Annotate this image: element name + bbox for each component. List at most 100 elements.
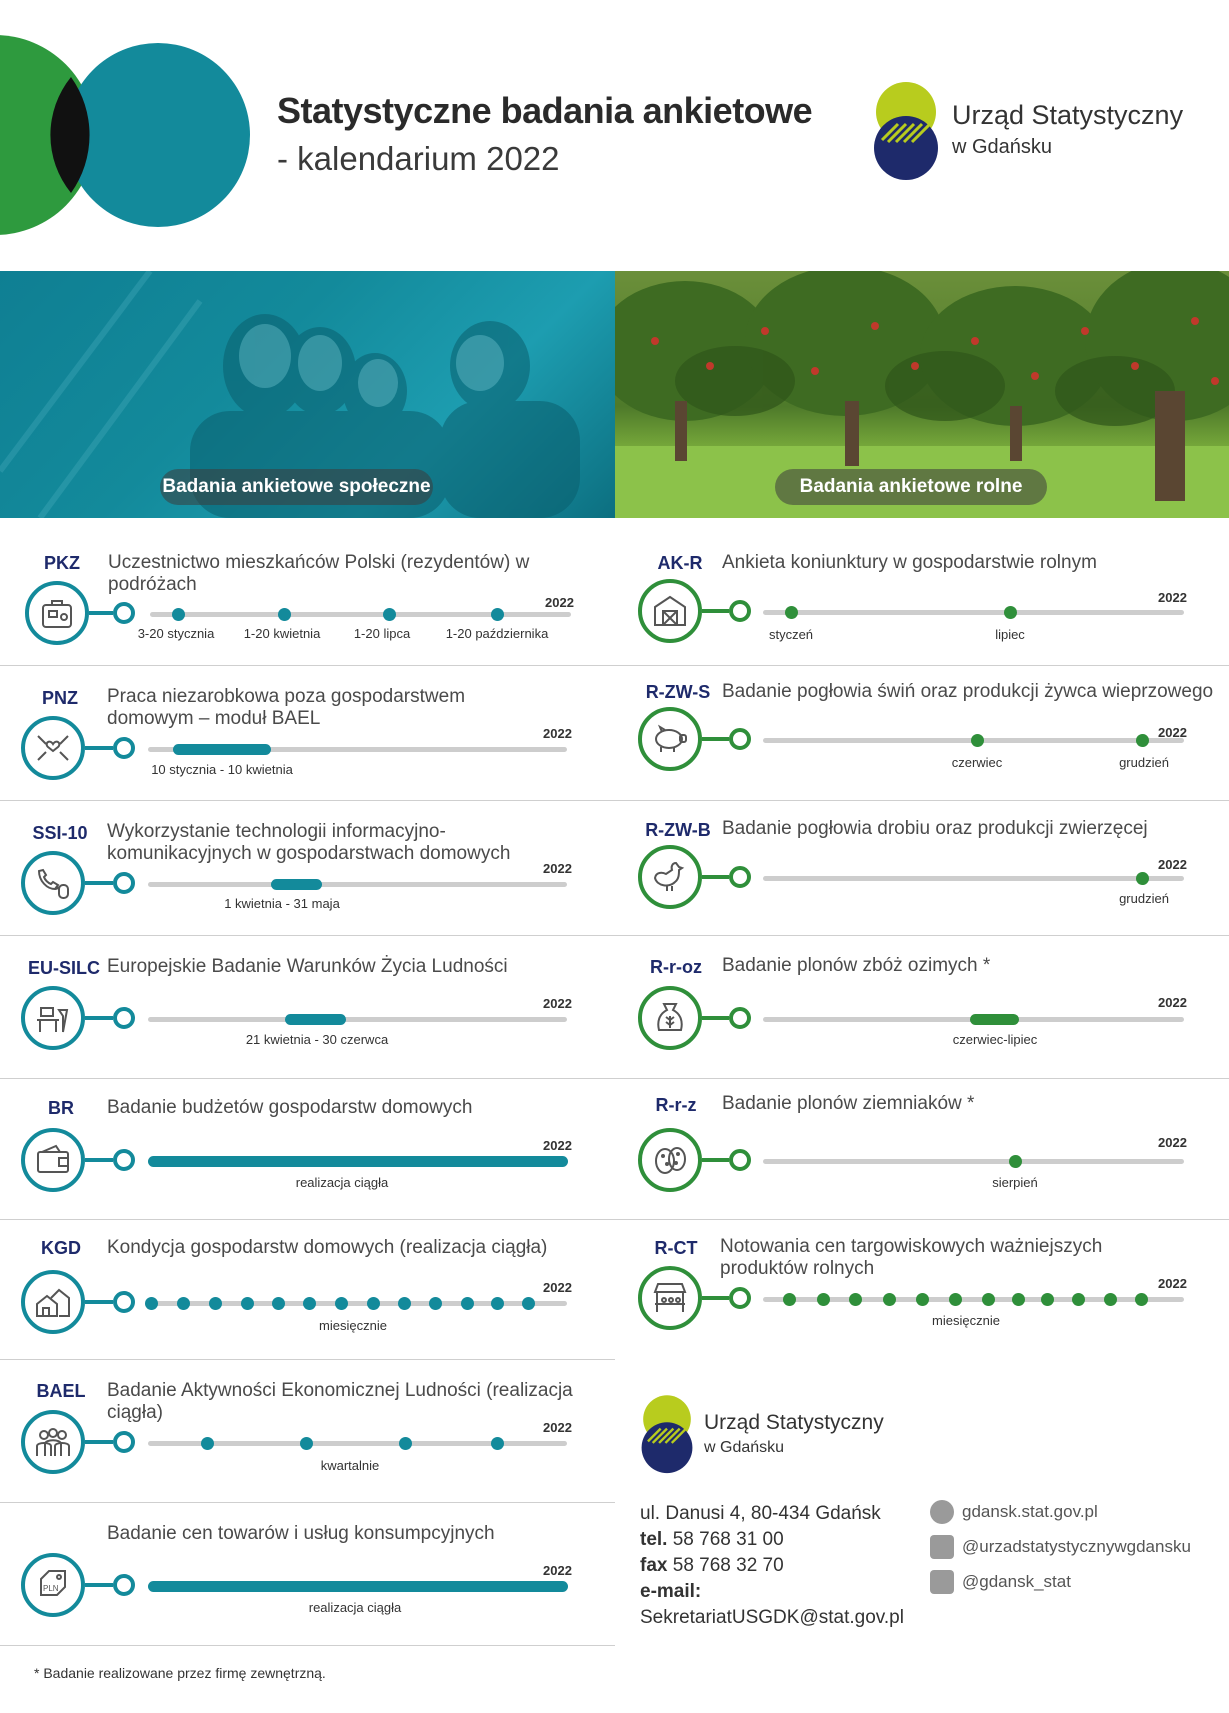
period-label: 1-20 października — [445, 626, 549, 641]
timeline-dot — [383, 608, 396, 621]
hands-heart-icon — [21, 716, 85, 780]
timeline-dot — [177, 1297, 190, 1310]
timeline-dot — [367, 1297, 380, 1310]
period-label: 21 kwietnia - 30 czerwca — [245, 1032, 389, 1047]
period-label: realizacja ciągła — [308, 1600, 402, 1615]
social-photo: Badania ankietowe społeczne — [0, 271, 615, 518]
period-label: czerwiec-lipiec — [952, 1032, 1038, 1047]
row-divider — [0, 665, 615, 666]
row-divider — [615, 1219, 1229, 1220]
office-logo-icon — [874, 82, 938, 180]
houses-icon — [21, 1270, 85, 1334]
row-divider — [0, 935, 615, 936]
period-label: 1 kwietnia - 31 maja — [224, 896, 340, 911]
timeline-node — [113, 737, 135, 759]
footnote: * Badanie realizowane przez firmę zewnęt… — [34, 1665, 326, 1681]
website-link[interactable]: gdansk.stat.gov.pl — [962, 1502, 1098, 1521]
timeline-period-bar — [970, 1014, 1019, 1025]
row-divider — [0, 1645, 615, 1646]
timeline-period-bar — [148, 1156, 568, 1167]
logo-name: Urząd Statystyczny — [952, 100, 1184, 130]
period-label: miesięcznie — [319, 1318, 387, 1333]
timeline-track — [763, 1297, 1184, 1302]
timeline-node — [113, 1007, 135, 1029]
survey-title: Badanie Aktywności Ekonomicznej Ludności… — [107, 1380, 573, 1423]
year-label: 2022 — [1158, 995, 1187, 1010]
period-label: sierpień — [992, 1175, 1038, 1190]
survey-code: BAEL — [36, 1381, 86, 1401]
contact-details: ul. Danusi 4, 80-434 Gdańsk tel. 58 768 … — [640, 1501, 960, 1631]
phone-number[interactable]: 58 768 31 00 — [672, 1529, 784, 1550]
survey-code: BR — [48, 1098, 74, 1118]
survey-title: Uczestnictwo mieszkańców Polski (rezyden… — [108, 552, 530, 595]
timeline-track — [148, 1441, 567, 1446]
timeline-track — [763, 610, 1184, 615]
survey-title: Badanie pogłowia drobiu oraz produkcji z… — [722, 818, 1148, 839]
timeline-dot — [1009, 1155, 1022, 1168]
timeline-dot — [1004, 606, 1017, 619]
barn-icon — [638, 579, 702, 643]
year-label: 2022 — [1158, 857, 1187, 872]
survey-title: Badanie plonów zbóż ozimych * — [722, 955, 991, 976]
survey-title: Praca niezarobkowa poza gospodarstwem do… — [107, 686, 466, 729]
grain-sack-icon — [638, 986, 702, 1050]
facebook-icon — [930, 1535, 954, 1559]
timeline-track — [148, 1301, 567, 1306]
timeline-node — [113, 1291, 135, 1313]
period-label: 10 stycznia - 10 kwietnia — [151, 762, 293, 777]
timeline-node — [729, 1287, 751, 1309]
period-label: 1-20 kwietnia — [243, 626, 321, 641]
survey-code: AK-R — [657, 553, 703, 573]
row-divider — [0, 800, 615, 801]
timeline-dot — [1072, 1293, 1085, 1306]
agricultural-photo: Badania ankietowe rolne — [615, 271, 1229, 518]
timeline-track — [148, 1017, 567, 1022]
timeline-track — [763, 876, 1184, 881]
row-divider — [0, 1359, 615, 1360]
timeline-dot — [783, 1293, 796, 1306]
facebook-link[interactable]: @urzadstatystycznywgdansku — [962, 1537, 1191, 1556]
timeline-dot — [272, 1297, 285, 1310]
timeline-dot — [491, 608, 504, 621]
timeline-dot — [1012, 1293, 1025, 1306]
timeline-dot — [399, 1437, 412, 1450]
row-divider — [0, 1078, 615, 1079]
survey-code: KGD — [41, 1238, 81, 1258]
email-link[interactable]: SekretariatUSGDK@stat.gov.pl — [640, 1607, 904, 1628]
market-stall-icon — [638, 1266, 702, 1330]
page-title: Statystyczne badania ankietowe — [277, 90, 813, 131]
survey-code: R-r-oz — [650, 957, 702, 977]
twitter-link[interactable]: @gdansk_stat — [962, 1572, 1071, 1591]
timeline-dot — [949, 1293, 962, 1306]
logo-city: w Gdańsku — [704, 1439, 785, 1456]
timeline-dot — [1041, 1293, 1054, 1306]
timeline-dot — [916, 1293, 929, 1306]
survey-code: R-ZW-S — [645, 682, 711, 702]
year-label: 2022 — [543, 726, 572, 741]
timeline-period-bar — [271, 879, 322, 890]
survey-code: PKZ — [44, 553, 80, 573]
timeline-dot — [817, 1293, 830, 1306]
phone-label: tel. — [640, 1529, 668, 1550]
survey-code: SSI-10 — [32, 823, 88, 843]
survey-title: Wykorzystanie technologii informacyjno-k… — [107, 821, 511, 864]
year-label: 2022 — [543, 1138, 572, 1153]
facebook-row: @urzadstatystycznywgdansku — [930, 1535, 1191, 1559]
survey-title: Ankieta koniunktury w gospodarstwie roln… — [722, 552, 1097, 573]
timeline-dot — [461, 1297, 474, 1310]
timeline-dot — [241, 1297, 254, 1310]
year-label: 2022 — [543, 1280, 572, 1295]
email-line: e-mail: SekretariatUSGDK@stat.gov.pl — [640, 1579, 960, 1631]
timeline-period-bar — [285, 1014, 346, 1025]
timeline-dot — [201, 1437, 214, 1450]
social-photo-label: Badania ankietowe społeczne — [160, 469, 433, 505]
timeline-dot — [1135, 1293, 1148, 1306]
office-logo-bottom: Urząd Statystyczny w Gdańsku — [640, 1395, 940, 1475]
survey-title: Notowania cen targowiskowych ważniejszyc… — [720, 1236, 1103, 1279]
timeline-node — [113, 602, 135, 624]
period-label: kwartalnie — [320, 1458, 380, 1473]
row-divider — [615, 1078, 1229, 1079]
year-label: 2022 — [1158, 1276, 1187, 1291]
twitter-icon — [930, 1570, 954, 1594]
period-label: styczeń — [768, 627, 814, 642]
